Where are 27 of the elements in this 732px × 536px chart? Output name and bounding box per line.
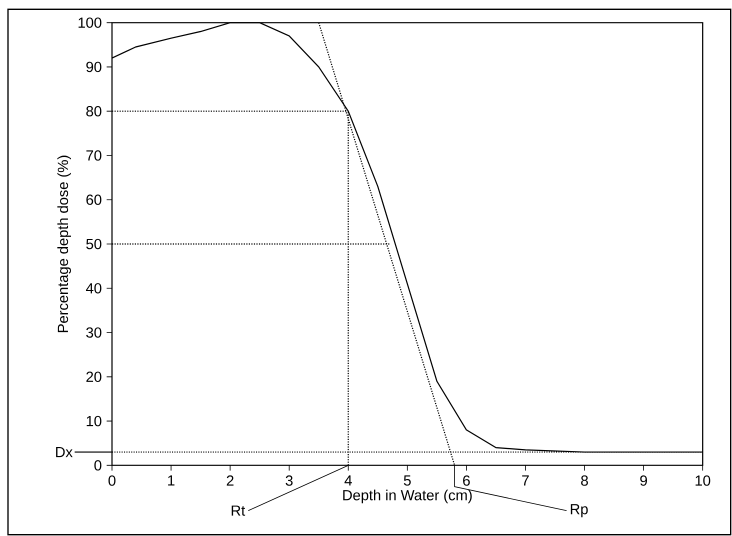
x-tick-label: 5 [404,475,411,486]
y-tick-label: 90 [86,62,102,72]
x-tick-label: 8 [581,475,588,486]
x-tick-label: 9 [640,475,647,486]
y-tick-label: 30 [86,327,102,338]
y-axis-title: Percentage depth dose (%) [57,156,71,332]
ref-line-label: Dx [56,447,73,458]
x-tick-label: 3 [286,475,293,486]
y-tick-label: 80 [86,106,102,116]
y-tick-label: 40 [86,283,102,294]
y-tick-label: 70 [86,150,102,161]
y-tick-label: 20 [86,372,102,382]
y-tick-label: 10 [86,416,102,426]
x-tick-label: 1 [168,475,174,486]
annotation: Rt [232,506,246,516]
y-tick-label: 0 [94,460,102,471]
x-tick-label: 10 [696,475,710,486]
x-axis-title: Depth in Water (cm) [343,490,472,504]
x-tick-label: 4 [344,475,352,486]
annotation: Rp [570,504,588,518]
x-tick-label: 7 [522,475,529,486]
x-tick-label: 0 [108,475,116,486]
y-tick-label: 60 [86,194,102,205]
x-tick-label: 2 [226,475,234,486]
y-tick-label: 50 [86,238,102,250]
x-tick-label: 6 [463,475,470,486]
y-tick-label: 100 [78,17,102,28]
